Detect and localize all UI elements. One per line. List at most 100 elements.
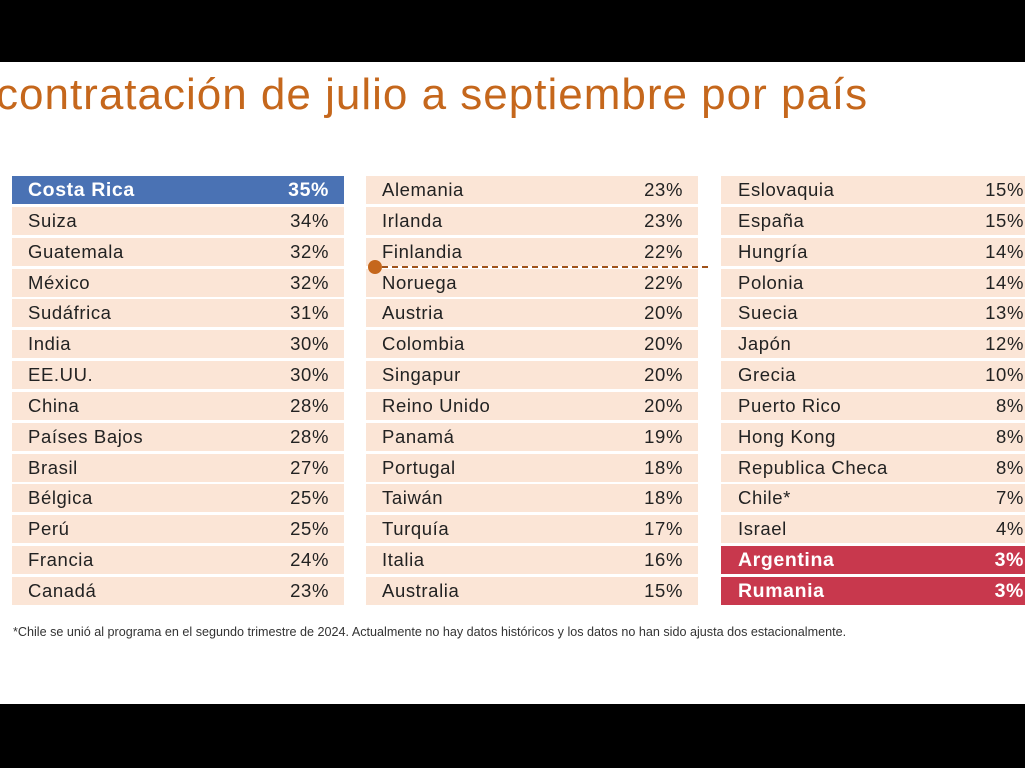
country-value: 15% (985, 179, 1024, 200)
table-row: Singapur 20% (366, 361, 698, 390)
table-row: Israel 4% (721, 515, 1025, 544)
table-row: Suiza 34% (12, 206, 344, 235)
country-value: 22% (644, 271, 683, 293)
table-row: Bélgica 25% (12, 484, 344, 513)
table-row: Brasil 27% (12, 453, 344, 482)
table-row: Austria 20% (366, 299, 698, 328)
country-value: 30% (290, 333, 329, 355)
country-name: India (28, 333, 72, 355)
slide-title: contratación de julio a septiembre por p… (0, 70, 869, 119)
table-row: EE.UU. 30% (12, 361, 344, 390)
table-row: Republica Checa 8% (721, 453, 1025, 482)
country-name: Suiza (28, 209, 78, 231)
country-name: Colombia (382, 333, 465, 355)
table-row: Costa Rica 35% (12, 176, 344, 204)
table-row: México 32% (12, 268, 344, 297)
table-row: Hungría 14% (721, 237, 1025, 266)
country-name: Irlanda (382, 209, 443, 231)
table-row: Finlandia 22% (366, 237, 698, 266)
country-value: 15% (985, 209, 1024, 231)
table-row: Turquía 17% (366, 515, 698, 544)
country-name: EE.UU. (28, 364, 94, 386)
table-row: Grecia 10% (721, 361, 1025, 390)
country-name: Reino Unido (382, 394, 491, 416)
annotation-dot (368, 260, 382, 274)
table-row: Australia 15% (366, 576, 698, 605)
annotation-pointer (368, 260, 708, 274)
table-row: Argentina 3% (721, 546, 1025, 575)
country-name: Puerto Rico (738, 394, 842, 416)
country-name: Alemania (382, 179, 464, 200)
country-value: 14% (985, 271, 1024, 293)
country-name: Eslovaquia (738, 179, 835, 200)
table-row: Taiwán 18% (366, 484, 698, 513)
table-row: Canadá 23% (12, 576, 344, 605)
country-value: 8% (996, 394, 1024, 416)
table-row: Japón 12% (721, 330, 1025, 359)
country-value: 15% (644, 579, 683, 601)
table-row: Suecia 13% (721, 299, 1025, 328)
country-name: Singapur (382, 364, 461, 386)
country-name: Portugal (382, 456, 456, 478)
country-name: Argentina (738, 549, 835, 572)
country-name: Panamá (382, 425, 455, 447)
country-name: Austria (382, 302, 444, 324)
country-value: 10% (985, 364, 1024, 386)
country-value: 22% (644, 240, 683, 262)
table-row: Francia 24% (12, 546, 344, 575)
country-name: Noruega (382, 271, 458, 293)
country-value: 8% (996, 456, 1024, 478)
table-row: Noruega 22% (366, 268, 698, 297)
country-name: México (28, 271, 91, 293)
country-name: Italia (382, 549, 425, 571)
country-name: Perú (28, 518, 70, 540)
country-name: España (738, 209, 805, 231)
country-name: Turquía (382, 518, 450, 540)
table-row: Colombia 20% (366, 330, 698, 359)
country-name: Finlandia (382, 240, 463, 262)
country-value: 16% (644, 549, 683, 571)
country-value: 8% (996, 425, 1024, 447)
table-row: Países Bajos 28% (12, 422, 344, 451)
country-value: 23% (644, 209, 683, 231)
country-name: Costa Rica (28, 179, 135, 201)
table-row: Italia 16% (366, 546, 698, 575)
table-row: Irlanda 23% (366, 206, 698, 235)
country-value: 32% (290, 240, 329, 262)
country-value: 19% (644, 425, 683, 447)
country-value: 25% (290, 487, 329, 509)
table-row: Sudáfrica 31% (12, 299, 344, 328)
country-value: 13% (985, 302, 1024, 324)
country-value: 20% (644, 364, 683, 386)
country-value: 12% (985, 333, 1024, 355)
country-value: 28% (290, 394, 329, 416)
country-value: 18% (644, 456, 683, 478)
country-name: Bélgica (28, 487, 93, 509)
country-value: 28% (290, 425, 329, 447)
table-row: Guatemala 32% (12, 237, 344, 266)
table-row: Panamá 19% (366, 422, 698, 451)
country-value: 3% (994, 549, 1024, 572)
table-column-1: Costa Rica 35% Suiza 34% Guatemala 32% México 3… (12, 176, 344, 608)
table-row: España 15% (721, 206, 1025, 235)
country-name: Brasil (28, 456, 78, 478)
table-row: Puerto Rico 8% (721, 391, 1025, 420)
country-name: Polonia (738, 271, 804, 293)
country-name: Grecia (738, 364, 797, 386)
country-value: 17% (644, 518, 683, 540)
table-row: Alemania 23% (366, 176, 698, 204)
country-name: Sudáfrica (28, 302, 112, 324)
country-value: 24% (290, 549, 329, 571)
country-name: China (28, 394, 80, 416)
country-name: Francia (28, 549, 94, 571)
country-value: 14% (985, 240, 1024, 262)
slide: contratación de julio a septiembre por p… (0, 62, 1025, 704)
table-column-3: Eslovaquia 15% España 15% Hungría 14% Polonia 1… (721, 176, 1025, 608)
country-value: 23% (290, 579, 329, 601)
country-value: 7% (996, 487, 1024, 509)
country-value: 30% (290, 364, 329, 386)
country-name: Hungría (738, 240, 809, 262)
country-value: 20% (644, 302, 683, 324)
table-row: Perú 25% (12, 515, 344, 544)
table-row: Chile* 7% (721, 484, 1025, 513)
